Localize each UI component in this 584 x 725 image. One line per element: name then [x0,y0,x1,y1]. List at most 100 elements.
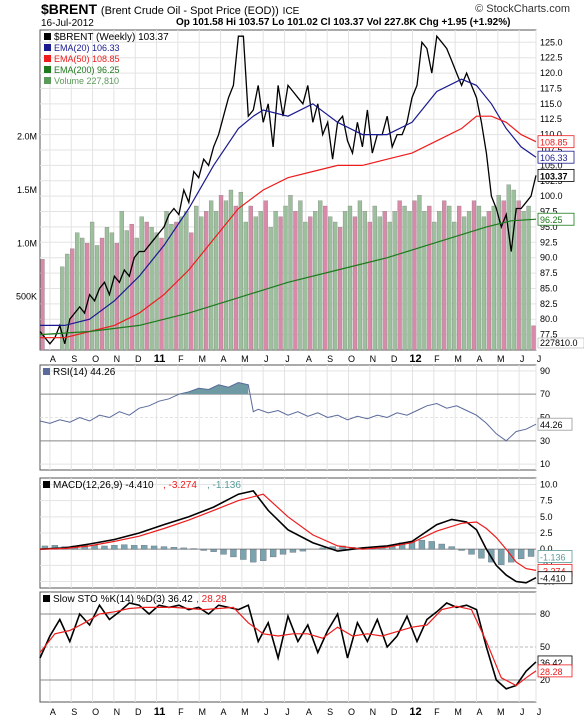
x-tick-label-price: J [285,354,290,364]
macd-line-1 [39,493,537,571]
volume-bar [238,191,244,351]
legend-swatch [44,55,51,62]
volume-bar [506,184,511,351]
x-tick-label-price: A [221,354,227,364]
sto-y-tick-label: 80 [540,609,550,619]
macd-title-part: , -3.274 [163,480,197,491]
x-tick-label-bottom: 12 [409,706,421,718]
macd-last-value-label: -4.410 [540,574,566,584]
volume-bar [288,195,293,351]
volume-bar [511,189,516,351]
volume-bar [273,211,278,351]
x-tick-label-bottom: J [520,707,525,717]
volume-bar [174,221,179,351]
volume-bar [471,200,477,351]
volume-bar [521,211,526,351]
volume-bar [189,232,194,351]
instrument-name: (Brent Crude Oil - Spot Price (EOD)) [100,5,279,17]
volume-bar [452,221,457,351]
volume-bar [496,195,501,351]
macd-histogram-bar [230,549,237,558]
rsi-y-tick-label: 30 [540,436,550,446]
x-tick-label-price: O [348,354,355,364]
volume-bar [65,253,70,351]
volume-bar [372,205,377,351]
x-tick-label-bottom: A [476,707,482,717]
sto-last-box [537,664,573,678]
x-tick-label-bottom: J [285,707,290,717]
x-tick-label-price: N [114,354,121,364]
price-last-box [537,212,575,226]
volume-bar [397,200,402,351]
macd-histogram-bar [101,545,108,550]
legend-swatch [44,66,51,73]
volume-bar [144,221,149,351]
price-y-tick-label: 85.0 [540,283,558,293]
volume-bar [213,211,219,351]
date-label: 16-Jul-2012 [41,18,94,29]
volume-bar [223,200,229,351]
price-y-tick-label: 95.0 [540,222,558,232]
x-tick-label-price: A [476,354,482,364]
volume-bar [442,200,447,351]
volume-bar [298,200,303,351]
x-tick-label-price: M [198,354,206,364]
volume-bar [134,237,139,351]
volume-bar [179,216,184,351]
rsi-y-tick-label: 90 [540,366,550,376]
price-y-tick-label: 112.5 [540,114,562,124]
volume-bar [516,200,521,351]
x-tick-label-price: J [520,354,525,364]
x-tick-label-price: M [454,354,462,364]
x-tick-label-price: O [92,354,99,364]
price-y-tick-label: 100.0 [540,191,563,201]
macd-histogram-bar [289,549,297,553]
x-tick-label-price: J [537,354,542,364]
price-series-line-1 [40,78,537,326]
macd-histogram-bar [150,545,158,550]
rsi-overbought-fill [178,382,249,395]
macd-histogram-bar [319,547,326,550]
price-last-box [537,169,575,182]
legend-swatch [44,44,51,51]
volume-bar [149,227,154,351]
price-y-tick-label: 122.5 [540,53,563,63]
x-tick-label-bottom: S [71,707,77,717]
volume-bar [228,189,234,351]
x-tick-label-price: N [370,354,377,364]
x-tick-label-price: F [434,354,440,364]
macd-histogram-bar [260,549,267,561]
price-y-tick-label: 117.5 [540,83,562,93]
price-y-tick-label: 90.0 [540,253,558,263]
macd-histogram-bar [170,547,178,550]
volume-bar [476,205,482,351]
volume-last-box [537,337,584,349]
macd-histogram-bar [160,546,168,550]
macd-histogram-bar [527,549,535,557]
macd-last-box [537,550,573,563]
macd-histogram-bar [448,546,455,550]
volume-bar [461,216,467,351]
sto-last-value-label: 28.28 [540,667,563,677]
volume-bar [402,205,407,351]
macd-histogram-bar [468,549,475,555]
volume-bar [377,216,382,351]
volume-bar [501,200,506,351]
macd-histogram-bar [220,549,227,555]
price-y-tick-label: 77.5 [540,330,558,340]
price-y-tick-label: 110.0 [540,130,562,140]
rsi-last-value-label: 44.26 [540,420,563,430]
volume-bar [154,232,159,351]
x-tick-label-price: A [50,354,56,364]
price-last-value-label: 96.25 [540,215,563,225]
sto-line-0 [39,602,537,690]
price-series-line-2 [40,115,537,339]
rsi-y-tick-label: 50 [540,413,550,423]
volume-bar [313,211,318,351]
header-title-line: $BRENT (Brent Crude Oil - Spot Price (EO… [41,1,299,17]
volume-bar [204,211,209,351]
volume-bar [362,211,368,351]
x-tick-label-bottom: J [537,707,542,717]
volume-bar [328,216,333,351]
volume-bar [139,216,144,351]
